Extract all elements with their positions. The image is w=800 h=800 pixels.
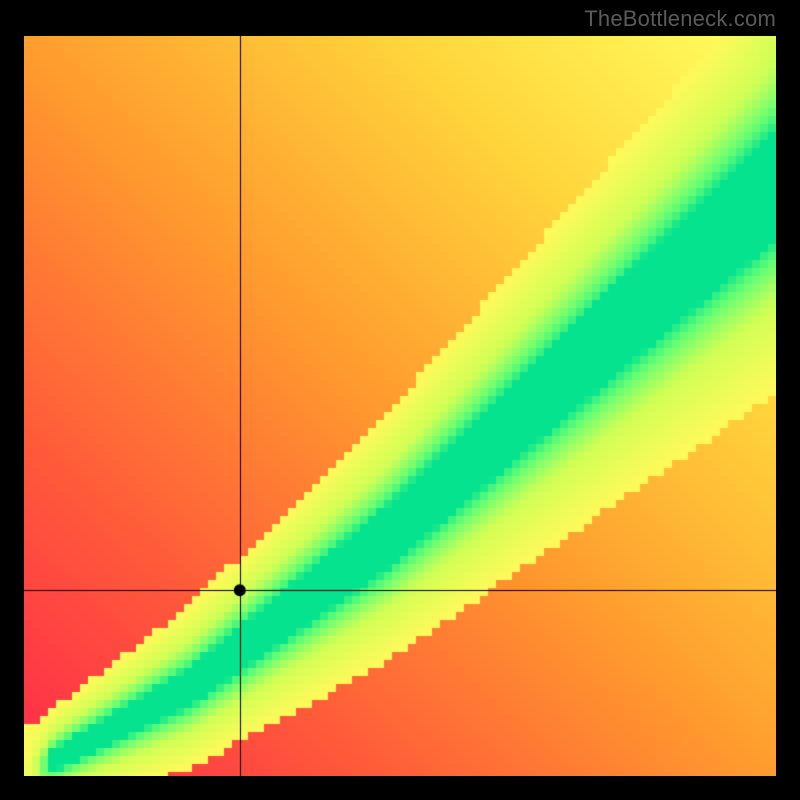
bottleneck-heatmap (24, 36, 776, 776)
attribution-text: TheBottleneck.com (584, 6, 776, 32)
heatmap-canvas (24, 36, 776, 776)
